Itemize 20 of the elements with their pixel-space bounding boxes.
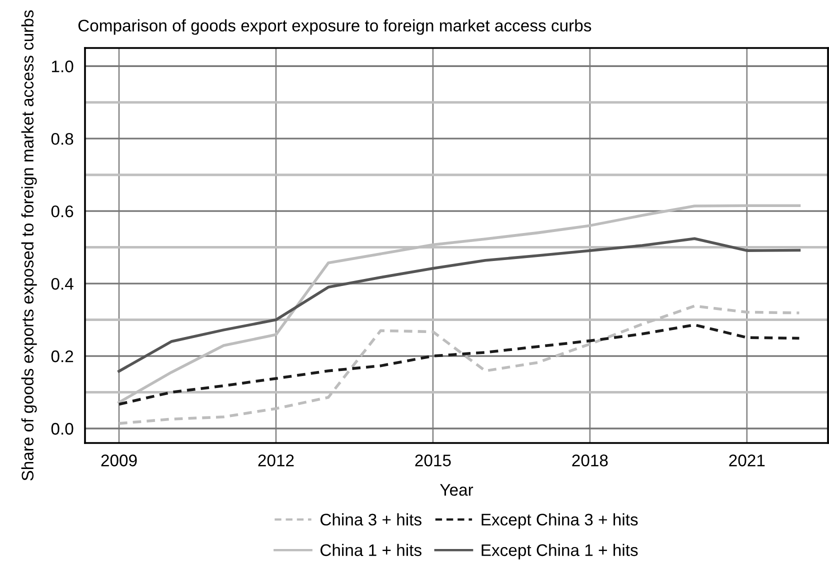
line-series bbox=[118, 237, 801, 373]
x-tick-label: 2012 bbox=[258, 454, 294, 466]
legend-label: China 3 + hits bbox=[320, 513, 422, 526]
legend-label: Except China 1 + hits bbox=[482, 544, 638, 560]
y-tick-label: 0.8 bbox=[51, 132, 74, 145]
line-series bbox=[118, 323, 801, 406]
x-tick-label: 2018 bbox=[572, 454, 608, 466]
x-tick-label: 2009 bbox=[101, 454, 137, 466]
chart-title: Comparison of goods export exposure to foreign market access curbs bbox=[78, 19, 592, 35]
y-tick-label: 0.0 bbox=[51, 422, 74, 435]
y-axis-title: Share of goods exports exposed to foreign market access curbs bbox=[21, 10, 37, 480]
y-tick-label: 0.4 bbox=[51, 278, 74, 290]
x-axis-title: Year bbox=[440, 484, 474, 496]
x-tick-label: 2021 bbox=[729, 454, 765, 466]
legend-label: China 1 + hits bbox=[320, 544, 422, 556]
y-tick-label: 0.6 bbox=[51, 205, 74, 218]
legend-label: Except China 3 + hits bbox=[482, 513, 638, 529]
y-tick-label: 0.2 bbox=[51, 350, 74, 362]
x-tick-label: 2015 bbox=[415, 454, 451, 466]
y-tick-label: 1.0 bbox=[52, 60, 74, 72]
